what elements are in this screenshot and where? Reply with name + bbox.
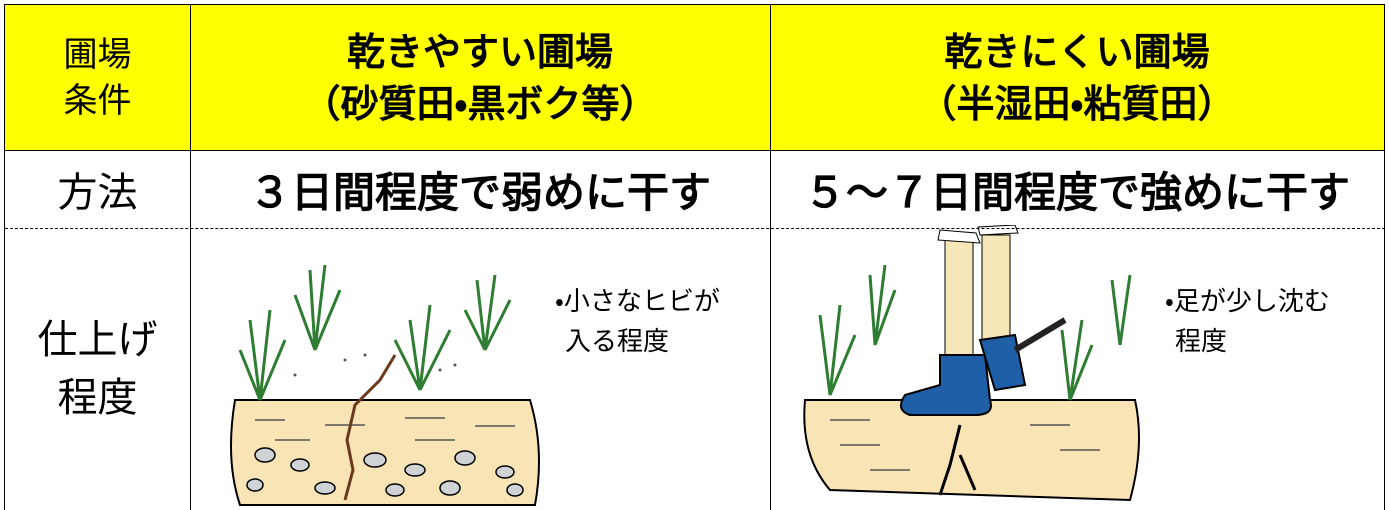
row-label: 方法 [5,150,190,228]
note-line: ・小さなヒビが [555,287,720,317]
border [5,4,1385,5]
header-cell: 圃場 条件 [5,5,190,150]
note-line: 入る程度 [565,327,670,357]
header-cell: 乾きにくい圃場 （半湿田・粘質田） [770,5,1384,150]
method-text: ３日間程度で弱めに干す [248,167,711,217]
border [5,150,1385,151]
header-text: 乾きやすい圃場 [346,29,613,74]
header-text: 乾きにくい圃場 [944,29,1210,74]
note-line: ・足が少し沈む [1165,287,1330,317]
method-cell: ５～７日間程度で強めに干す [770,150,1384,228]
row-label-text: 方法 [57,170,138,216]
border [190,4,191,510]
row-label-text: 仕上げ [37,317,158,363]
header-text: （半湿田・粘質田） [918,81,1236,126]
header-text: 圃場 [63,34,132,75]
header-text: 条件 [63,80,132,121]
border [1384,4,1385,510]
method-text: ５～７日間程度で強めに干す [803,167,1350,217]
illustration-dry-field [230,264,540,506]
border [770,4,771,510]
finish-note: ・足が少し沈む 程度 [1165,282,1330,362]
border [5,228,1385,229]
note-line: 程度 [1175,327,1228,357]
border [4,4,5,510]
row-label: 仕上げ 程度 [5,228,190,510]
illustration-wet-field [803,225,1140,502]
finish-note: ・小さなヒビが 入る程度 [555,282,720,362]
header-text: （砂質田・黒ボク等） [302,81,658,126]
header-cell: 乾きやすい圃場 （砂質田・黒ボク等） [190,5,770,150]
row-label-text: 程度 [57,375,138,421]
method-cell: ３日間程度で弱めに干す [190,150,770,228]
